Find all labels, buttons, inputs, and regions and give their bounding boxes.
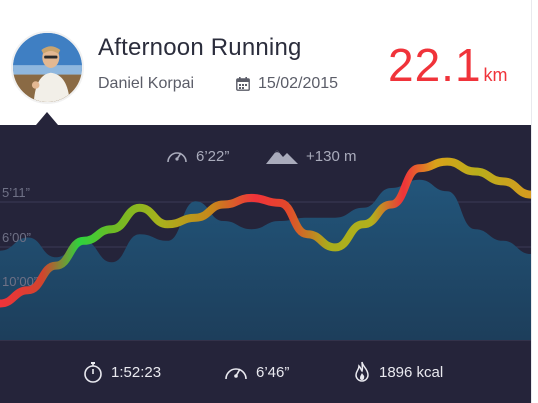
avg-pace-stat: 6’46”	[224, 359, 289, 385]
avg-pace-value: 6’46”	[256, 363, 290, 381]
activity-title: Afternoon Running	[98, 34, 302, 61]
distance-value: 22.1	[388, 39, 482, 91]
y-tick-label: 5’11”	[2, 185, 30, 200]
elevation-value: +130 m	[306, 147, 357, 165]
activity-footer: 1:52:23 6’46” 1896 kcal	[0, 340, 531, 403]
calories-value: 1896 kcal	[379, 363, 444, 381]
calendar-icon	[236, 77, 250, 91]
stopwatch-icon	[84, 362, 102, 383]
distance-unit: km	[483, 65, 508, 85]
avatar-photo	[13, 33, 82, 102]
pace-value: 6’22”	[196, 147, 230, 165]
flame-icon	[355, 361, 369, 382]
avatar[interactable]	[11, 31, 84, 104]
pace-stat: 6’22”	[166, 143, 229, 169]
chart-canvas: 5’11” 6’00” 10’00”	[0, 157, 531, 340]
activity-header: Afternoon Running Daniel Korpai 15/02/20…	[0, 0, 531, 125]
speedometer-icon	[225, 368, 247, 380]
duration-value: 1:52:23	[111, 363, 162, 381]
duration-stat: 1:52:23	[83, 359, 161, 385]
author-name[interactable]: Daniel Korpai	[98, 75, 195, 92]
mountain-icon	[266, 150, 298, 164]
chart-summary: 6’22” +130 m	[0, 143, 531, 169]
calories-stat: 1896 kcal	[353, 359, 443, 385]
window-edge	[531, 0, 538, 403]
pace-elevation-chart[interactable]: 5’11” 6’00” 10’00”	[0, 125, 531, 340]
speedometer-icon	[167, 152, 187, 163]
avatar-pointer	[36, 112, 58, 125]
activity-date: 15/02/2015	[258, 75, 339, 92]
elevation-stat: +130 m	[266, 143, 356, 169]
y-tick-label: 10’00”	[2, 274, 38, 289]
y-tick-labels: 5’11” 6’00” 10’00”	[2, 185, 38, 289]
elevation-area	[0, 179, 531, 340]
y-tick-label: 6’00”	[2, 230, 31, 245]
pace-line	[0, 157, 531, 308]
distance-display: 22.1 km	[388, 38, 508, 92]
